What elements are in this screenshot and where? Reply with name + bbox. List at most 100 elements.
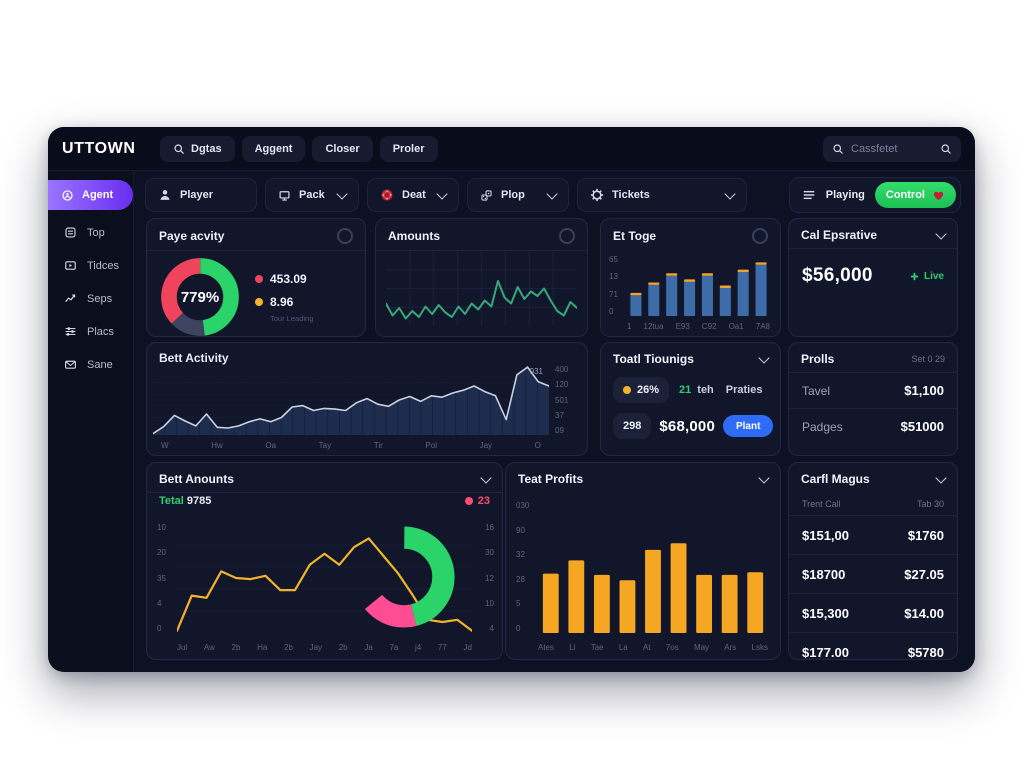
table-row: $18700 $27.05: [789, 554, 957, 593]
stat-value: $51000: [900, 419, 944, 434]
sidebar-item-tidces[interactable]: Tidces: [63, 256, 119, 275]
legend-value: 8.96: [270, 294, 294, 309]
y-axis-ticks: 030 90 32 28 5 0: [516, 501, 530, 633]
tab-label: Dgtas: [191, 142, 222, 155]
peak-value-label: 931: [529, 367, 543, 376]
sliders-icon: [63, 324, 78, 339]
legend-item: 453.09: [255, 272, 313, 286]
tab-proler[interactable]: Proler: [379, 135, 438, 162]
chevron-down-icon[interactable]: [480, 471, 492, 484]
cell-value: $18700: [802, 566, 846, 582]
card-title: Teat Profits: [518, 472, 584, 486]
filter-playing-group: Playing Control: [788, 177, 961, 213]
y-axis-left-ticks: 10 20 35 4 0: [157, 523, 166, 633]
tab-closer[interactable]: Closer: [312, 135, 373, 162]
list-icon: [802, 188, 816, 202]
table-header: Tab 30: [916, 499, 944, 509]
roulette-icon: [380, 188, 394, 202]
card-et-toge: Et Toge 65 13 71 0 1 12tua E93 C92 Oa1 7A8: [600, 218, 781, 337]
stat-chip-count: 298: [613, 413, 652, 439]
options-icon[interactable]: [559, 228, 575, 244]
chevron-down-icon[interactable]: [935, 471, 947, 484]
chevron-down-icon: [436, 187, 448, 200]
card-title: Paye acvity: [159, 229, 225, 243]
card-title: Bett Activity: [159, 351, 229, 365]
stat-chip-praties: Praties: [724, 377, 765, 403]
topbar: UTTOWN Dgtas Aggent Closer Proler Cassfe…: [48, 127, 975, 171]
table-row: $177.00 $5780: [789, 632, 957, 660]
table-header: Trent Call: [802, 499, 841, 509]
options-icon[interactable]: [752, 228, 768, 244]
card-amounts: Amounts: [375, 218, 588, 337]
cal-value: $56,000: [802, 265, 873, 286]
card-title: Prolls: [801, 352, 835, 366]
cell-value: $151,00: [802, 527, 849, 543]
control-label: Control: [885, 189, 925, 201]
grid-icon: [63, 225, 78, 240]
brand-logo: UTTOWN: [62, 139, 136, 157]
sidebar-item-label: Tidces: [87, 259, 119, 272]
x-axis-ticks: Ates Li Tae La At 7os May Ars Lsks: [538, 643, 768, 652]
search-icon: [832, 143, 844, 155]
filter-deat[interactable]: Deat: [367, 178, 459, 212]
options-icon[interactable]: [337, 228, 353, 244]
tab-aggent[interactable]: Aggent: [241, 135, 306, 162]
sidebar-item-agent[interactable]: Agent: [48, 180, 133, 210]
sidebar-item-top[interactable]: Top: [63, 223, 119, 242]
card-paye-activity: Paye acvity 779% 453.09 8.96: [146, 218, 366, 337]
chevron-down-icon[interactable]: [758, 351, 770, 364]
search-icon[interactable]: [940, 143, 952, 155]
chip-value: 298: [623, 420, 642, 432]
y-axis-right-ticks: 16 30 12 10 4: [485, 523, 494, 633]
tab-label: Proler: [392, 142, 425, 155]
filter-label: Deat: [402, 189, 426, 201]
live-label: Live: [923, 270, 944, 282]
cell-value: $177.00: [802, 644, 849, 660]
dice-icon: [480, 189, 493, 202]
stat-row: Tavel $1,100: [789, 372, 957, 408]
donut-chart: 779%: [159, 256, 241, 336]
ettoge-bar-chart: [627, 255, 770, 316]
sidebar-item-label: Top: [87, 226, 105, 239]
y-axis-ticks: 65 13 71 0: [609, 255, 618, 316]
filter-label: Plop: [501, 189, 525, 201]
delta-value: 23: [477, 495, 490, 507]
yellow-dot: [623, 386, 631, 394]
chevron-down-icon[interactable]: [935, 227, 947, 240]
x-axis-ticks: Jul Aw 2b Ha 2b Jay 2b Ja 7a j4 77 Jd: [177, 643, 472, 652]
sidebar-item-seps[interactable]: Seps: [63, 289, 119, 308]
sidebar-item-label: Placs: [87, 325, 114, 338]
filter-player[interactable]: Player: [145, 178, 257, 212]
search-placeholder: Cassfetet: [851, 142, 898, 155]
sidebar-item-sane[interactable]: Sane: [63, 355, 119, 374]
search-input[interactable]: Cassfetet: [823, 135, 961, 162]
bett-activity-area-chart: [153, 365, 549, 435]
filter-plop[interactable]: Plop: [467, 178, 569, 212]
legend-dot-yellow: [255, 297, 263, 306]
filter-label[interactable]: Playing: [825, 189, 865, 201]
app-window: UTTOWN Dgtas Aggent Closer Proler Cassfe…: [48, 127, 975, 672]
tab-label: Aggent: [254, 142, 293, 155]
chip-suffix: teh: [697, 384, 714, 396]
ticket-icon: [63, 258, 78, 273]
filter-label: Pack: [299, 189, 325, 201]
legend-dot-red: [255, 274, 263, 283]
card-title: Et Toge: [613, 229, 657, 243]
total-value: 9785: [186, 495, 212, 507]
stat-chip-teh: 21 teh: [677, 377, 716, 403]
total-label: Tetal: [159, 495, 184, 507]
filter-tickets[interactable]: Tickets: [577, 178, 747, 212]
total-amount: $68,000: [659, 417, 715, 435]
tab-dgtas[interactable]: Dgtas: [160, 135, 235, 162]
agent-icon: [60, 188, 75, 203]
filter-pack[interactable]: Pack: [265, 178, 359, 212]
card-title: Bett Anounts: [159, 472, 234, 486]
control-button[interactable]: Control: [874, 182, 956, 208]
filter-label: Tickets: [612, 189, 650, 201]
card-title: Carfl Magus: [801, 472, 870, 486]
chevron-down-icon[interactable]: [758, 471, 770, 484]
plant-button[interactable]: Plant: [722, 415, 774, 437]
sidebar-item-placs[interactable]: Placs: [63, 322, 119, 341]
filter-label: Player: [180, 189, 214, 201]
y-axis-ticks: 400 120 501 37 09: [555, 365, 569, 435]
